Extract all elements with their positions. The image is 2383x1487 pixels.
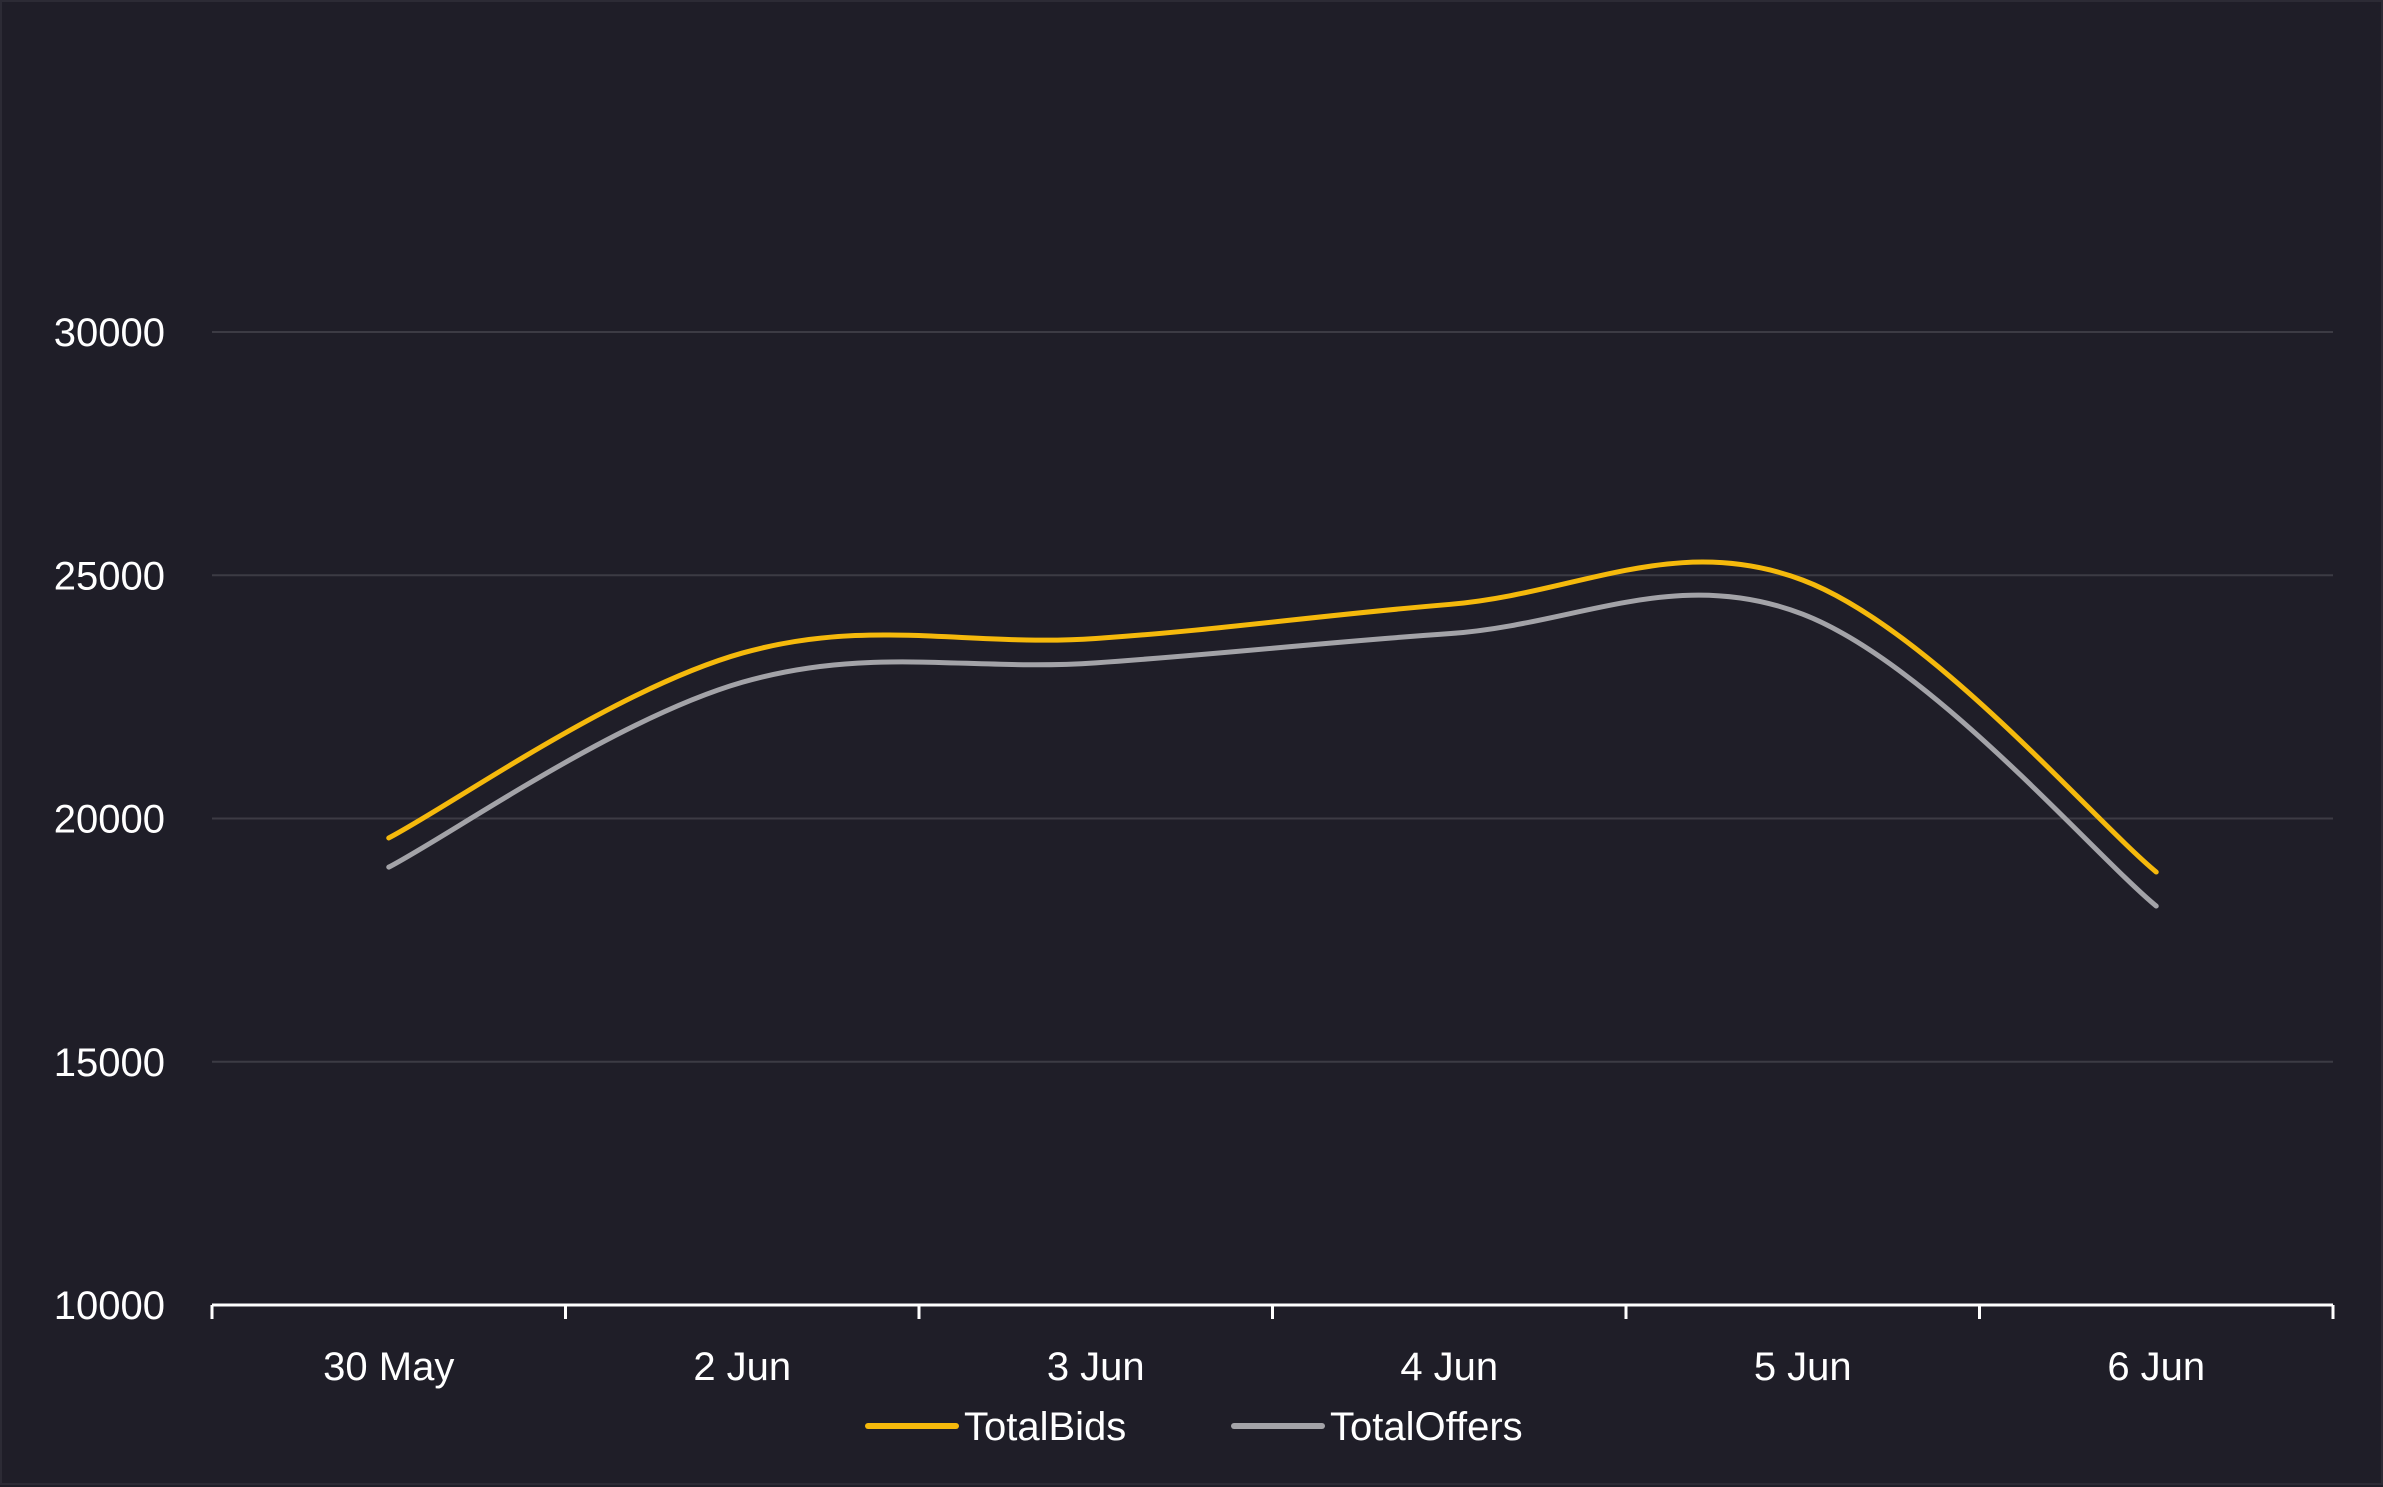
x-tick-label: 3 Jun [1047,1345,1145,1389]
y-tick-label: 20000 [54,798,165,842]
x-tick-label: 4 Jun [1400,1345,1498,1389]
legend: TotalBids TotalOffers [865,1405,1523,1449]
x-tick-label: 30 May [323,1345,454,1389]
y-axis-labels: 10000 15000 20000 25000 30000 [54,311,165,1328]
x-axis [210,1303,2335,1319]
x-tick-label: 2 Jun [693,1345,791,1389]
legend-label-totalbids: TotalBids [964,1405,1126,1449]
y-tick-label: 10000 [54,1284,165,1328]
series-lines [386,559,2159,909]
x-tick-label: 6 Jun [2107,1345,2205,1389]
y-tick-label: 15000 [54,1041,165,1085]
grid-lines [212,331,2333,1063]
x-tick-label: 5 Jun [1754,1345,1852,1389]
x-axis-labels: 30 May 2 Jun 3 Jun 4 Jun 5 Jun 6 Jun [323,1345,2205,1389]
series-line-totaloffers [386,592,2159,909]
series-line-totalbids [386,559,2159,875]
legend-label-totaloffers: TotalOffers [1330,1405,1523,1449]
y-tick-label: 30000 [54,311,165,355]
y-tick-label: 25000 [54,554,165,598]
